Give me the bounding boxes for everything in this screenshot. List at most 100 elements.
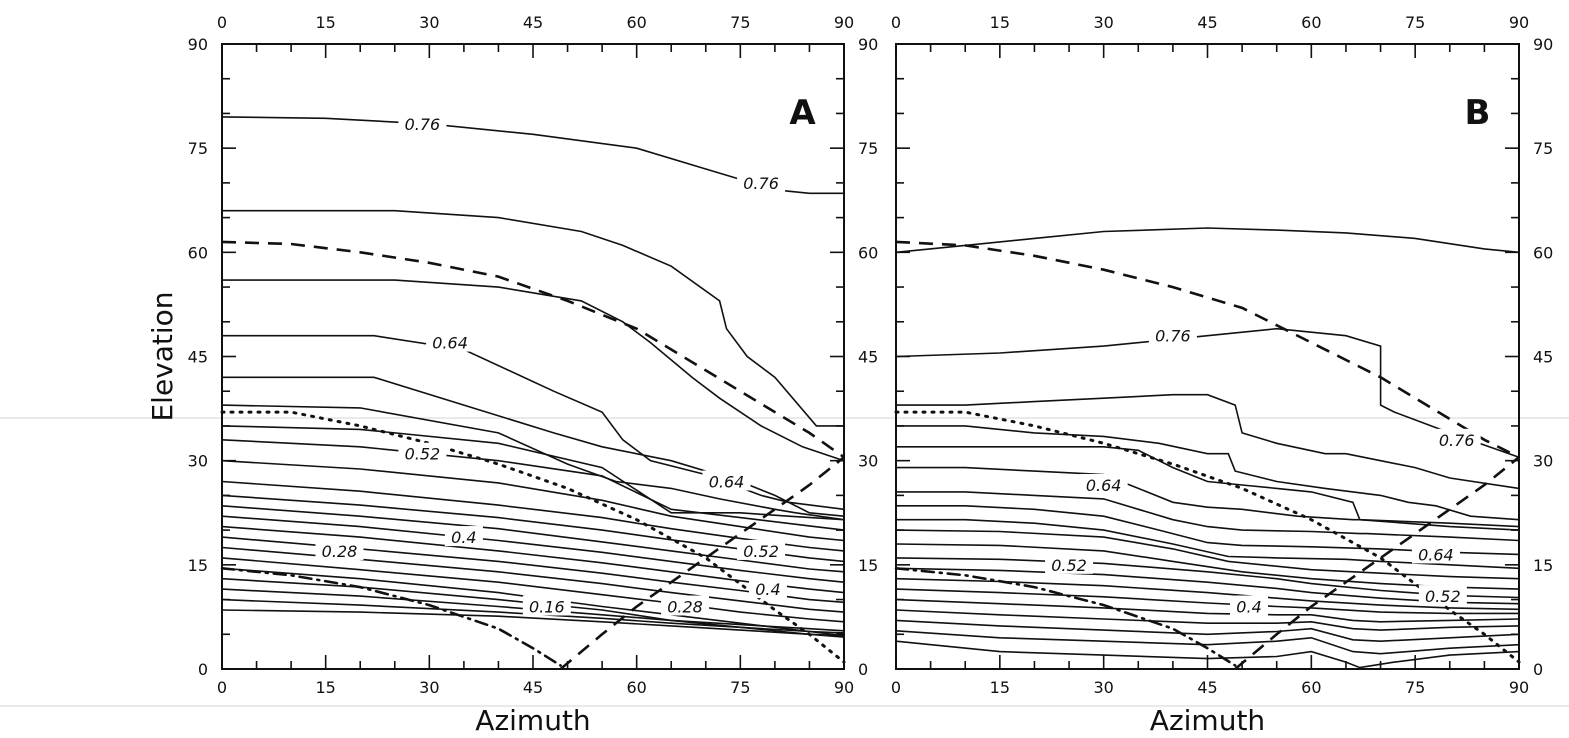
panel-b-x-tick-label-bottom: 45 [1197, 678, 1217, 697]
panel-a-contour-line [221, 609, 845, 637]
panel-a-x-tick-label-bottom: 75 [730, 678, 750, 697]
panel-b-contour-line [896, 445, 1520, 528]
panel-b: 001515303045456060757590900153045607590A… [891, 13, 1553, 737]
panel-a-y-tick-label-left: 15 [188, 556, 208, 575]
panel-a-x-tick-label-bottom: 45 [523, 678, 543, 697]
panel-a-y-tick-label-right: 60 [858, 243, 878, 262]
panel-b-contour-label: 0.64 [1418, 545, 1454, 564]
panel-a-boundary-dashdot-line [220, 566, 562, 667]
panel-a-y-tick-label-right: 45 [858, 348, 878, 367]
panel-a-contour-line [221, 588, 845, 632]
panel-a-contour-label-bg [748, 578, 787, 599]
panel-a-contour-label-bg [398, 442, 447, 463]
panel-a-x-axis-title: Azimuth [475, 704, 590, 737]
panel-a-contour-line [221, 515, 845, 583]
panel-b-x-tick-label-bottom: 60 [1301, 678, 1321, 697]
panel-b-x-tick-label-bottom: 90 [1509, 678, 1529, 697]
panel-a-x-tick-label-top: 60 [626, 13, 646, 32]
panel-b-y-tick-label-right: 15 [1533, 556, 1553, 575]
panel-b-x-tick-label-top: 90 [1509, 13, 1529, 32]
panel-a-contour-label: 0.28 [667, 598, 703, 617]
panel-a-contour-line [221, 404, 845, 521]
panel-a-contour-line [221, 536, 845, 604]
panel-a-y-tick-label-left: 60 [188, 243, 208, 262]
panel-a-contour-label-bg [315, 539, 364, 560]
panel-b-contour-label: 0.64 [1086, 476, 1122, 495]
panel-a-contour-line [222, 279, 845, 462]
panel-a-y-tick-label-right: 30 [858, 452, 878, 471]
panel-a-y-tick-label-left: 0 [198, 660, 208, 679]
panel-b-contour-label-bg [1148, 324, 1197, 345]
panel-b-contour-line [896, 504, 1520, 556]
panel-a-y-tick-label-right: 75 [858, 139, 878, 158]
panel-a-contour-label-bg [737, 539, 786, 560]
panel-b-x-tick-label-bottom: 75 [1405, 678, 1425, 697]
panel-a-contour-line [221, 557, 845, 623]
panel-a-y-axis-title: Elevation [146, 291, 179, 421]
panel-a-x-tick-label-top: 15 [315, 13, 335, 32]
panel-b-x-tick-label-bottom: 0 [891, 678, 901, 697]
panel-a-contour-line [221, 480, 845, 552]
panel-a-contour-label: 0.52 [405, 445, 441, 464]
panel-b-contour-label: 0.52 [1051, 556, 1087, 575]
panel-a-x-tick-label-top: 75 [730, 13, 750, 32]
panel-a-contour-label: 0.4 [755, 580, 780, 599]
panel-b-boundary-dashdot-line [894, 566, 1237, 667]
panel-a-contour-label: 0.52 [743, 542, 779, 561]
panel-b-x-tick-label-bottom: 15 [990, 678, 1010, 697]
panel-a-contour-line [222, 209, 844, 427]
panel-b-contour-line [895, 227, 1520, 254]
panel-b-contour-label-bg [1230, 595, 1269, 616]
panel-a-contour-label: 0.16 [529, 598, 565, 617]
panel-a-contour-label: 0.76 [743, 174, 779, 193]
panel-a-contour-label: 0.4 [451, 528, 476, 547]
panel-a-contour-line [221, 598, 845, 634]
panel-b-x-tick-label-top: 45 [1197, 13, 1217, 32]
panel-b-contour-line [895, 630, 1520, 655]
panel-a-x-tick-label-top: 90 [834, 13, 854, 32]
panel-a-contour-label-bg [444, 526, 483, 547]
panel-a-contour-label: 0.64 [432, 334, 468, 353]
panel-a-x-tick-label-bottom: 30 [419, 678, 439, 697]
panel-b-y-tick-label-right: 30 [1533, 452, 1553, 471]
panel-a-contour-line [221, 505, 845, 573]
panel-b-panel-letter: B [1465, 93, 1491, 133]
panel-a-x-tick-label-bottom: 15 [315, 678, 335, 697]
panel-b-boundary-dotted-line [894, 410, 1521, 664]
panel-a-y-tick-label-left: 90 [188, 35, 208, 54]
panel-b-contour-line [896, 491, 1520, 542]
panel-b-contour-line [896, 518, 1520, 570]
panel-b-x-tick-label-top: 0 [891, 13, 901, 32]
panel-b-y-tick-label-right: 90 [1533, 35, 1553, 54]
panel-b-contour-label-bg [1418, 585, 1467, 606]
panel-b-contour-label: 0.52 [1425, 587, 1461, 606]
panel-b-contour-line [895, 529, 1520, 580]
panel-b-x-tick-label-top: 30 [1093, 13, 1113, 32]
panel-a-contour-line [221, 439, 845, 531]
panel-a-contour-line [221, 459, 845, 542]
panel-a-contour-line [222, 334, 845, 511]
panel-b-contour-label-bg [1045, 553, 1094, 574]
panel-b-x-tick-label-top: 15 [990, 13, 1010, 32]
panel-b-contour-line [896, 425, 1520, 521]
panel-b-x-axis-title: Azimuth [1150, 704, 1265, 737]
panel-b-x-tick-label-bottom: 30 [1093, 678, 1113, 697]
panel-a-contour-label: 0.76 [405, 115, 441, 134]
panel-a-contour-label: 0.64 [709, 473, 745, 492]
panel-b-contour-label-bg [1079, 473, 1128, 494]
panel-a-x-tick-label-top: 30 [419, 13, 439, 32]
panel-a-contour-line [221, 116, 844, 195]
panel-a-contour-label-bg [426, 331, 475, 352]
panel-a-boundary-dashed-line [221, 240, 845, 459]
panel-a-contour-label-bg [398, 112, 447, 133]
panel-a-x-tick-label-bottom: 60 [626, 678, 646, 697]
panel-a-y-tick-label-right: 15 [858, 556, 878, 575]
panel-a-contour-line [221, 494, 845, 563]
panel-a-x-tick-label-bottom: 0 [217, 678, 227, 697]
panel-a-x-tick-label-top: 0 [217, 13, 227, 32]
panel-a-contour-label: 0.28 [322, 542, 358, 561]
panel-b-x-tick-label-top: 60 [1301, 13, 1321, 32]
panel-a-x-tick-label-bottom: 90 [834, 678, 854, 697]
panel-b-contour-label: 0.4 [1236, 598, 1261, 617]
